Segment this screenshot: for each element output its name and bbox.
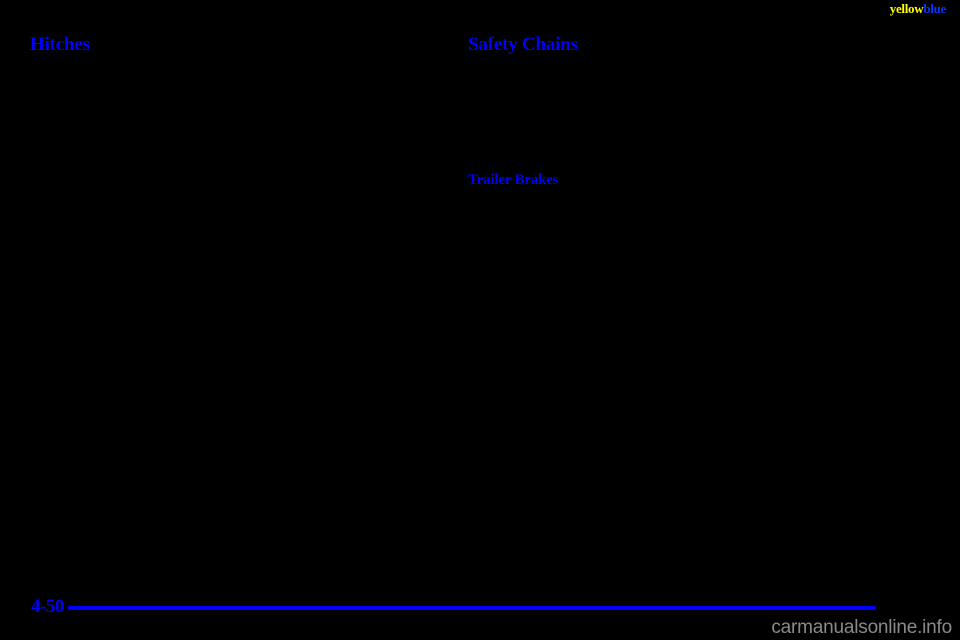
page-footer: 4-50 xyxy=(0,594,960,618)
page-columns: Hitches It's important to have the corre… xyxy=(30,34,878,347)
paragraph: • Will you have to make any holes in the… xyxy=(30,117,432,170)
color-registration-mark: yellowblue xyxy=(889,1,947,16)
registration-mark-blue-label: blue xyxy=(923,1,946,16)
paragraph: • The bumpers on your vehicle are not in… xyxy=(30,181,433,221)
page-title-hitches: Hitches xyxy=(30,34,90,55)
paragraph: You should always attach chains between … xyxy=(468,66,877,159)
paragraph: It's important to have the correct hitch… xyxy=(30,66,439,105)
footer-divider xyxy=(68,606,876,610)
right-column: Safety Chains You should always attach c… xyxy=(468,34,878,286)
section-title-trailer-brakes: Trailer Brakes xyxy=(468,171,559,188)
paragraph: Because you have anti-lock brakes, do no… xyxy=(468,248,869,274)
section-title-safety-chains: Safety Chains xyxy=(468,34,578,55)
paragraph: • Check that the hitch rating is equal t… xyxy=(30,270,431,297)
left-column: Hitches It's important to have the corre… xyxy=(30,34,440,347)
page-number: 4-50 xyxy=(31,596,64,617)
paragraph: • Will the trailer hitch bolt on or will… xyxy=(30,233,403,259)
paragraph: If your trailer weighs more than 1,000 l… xyxy=(468,196,872,236)
site-watermark: carmanualsonline.info xyxy=(771,617,952,638)
paragraph: • Never use a hitch that is damaged or b… xyxy=(30,308,430,335)
registration-mark-yellow-label: yellow xyxy=(889,1,924,16)
